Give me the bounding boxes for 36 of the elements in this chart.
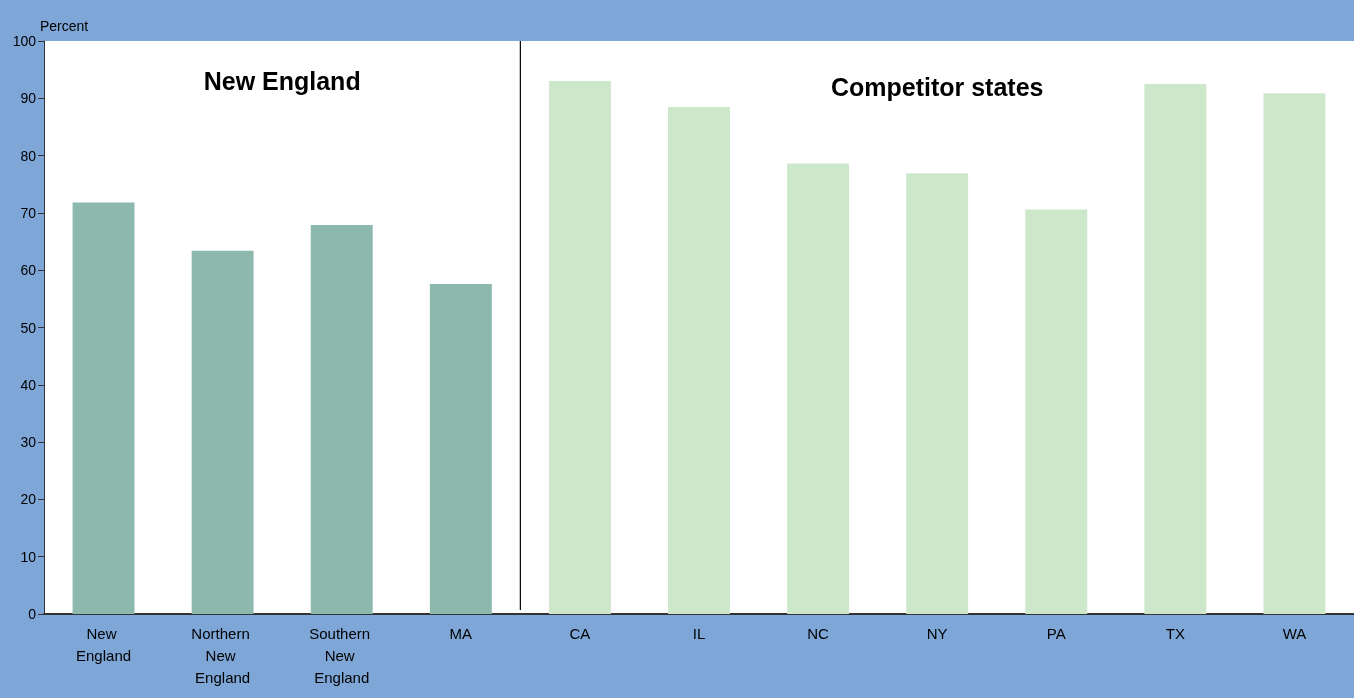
x-tick-label: Northern New England bbox=[191, 624, 254, 686]
y-tick-label: 10 bbox=[20, 548, 37, 565]
x-tick-label: PA bbox=[1046, 624, 1066, 642]
y-tick-label: 20 bbox=[20, 491, 37, 508]
y-tick-label: 100 bbox=[12, 33, 37, 49]
x-tick-label: CA bbox=[569, 624, 591, 642]
x-tick-label: Southern New England bbox=[309, 624, 375, 686]
y-tick-label: 90 bbox=[20, 90, 37, 107]
x-tick-label: TX bbox=[1165, 624, 1185, 642]
annotation: New England bbox=[203, 67, 361, 95]
bar bbox=[1263, 93, 1326, 614]
y-tick-label: 0 bbox=[28, 606, 37, 622]
x-tick-label: MA bbox=[449, 624, 473, 642]
annotation: Competitor states bbox=[830, 73, 1044, 101]
bar bbox=[668, 106, 730, 614]
x-tick-label: NY bbox=[926, 624, 948, 642]
x-tick-label: New England bbox=[76, 624, 132, 664]
x-tick-label: IL bbox=[692, 624, 706, 642]
bar bbox=[1144, 83, 1207, 614]
bar bbox=[1025, 209, 1088, 614]
bar bbox=[310, 224, 373, 614]
bar bbox=[548, 81, 611, 614]
y-tick-label: 50 bbox=[20, 319, 37, 336]
bar bbox=[429, 283, 492, 614]
y-tick-label: 80 bbox=[20, 147, 37, 164]
y-axis-title: Percent bbox=[40, 18, 89, 34]
bar bbox=[787, 163, 850, 614]
y-tick-label: 70 bbox=[20, 204, 37, 221]
x-tick-label: WA bbox=[1282, 624, 1307, 642]
bar bbox=[72, 202, 135, 614]
bar bbox=[906, 173, 969, 614]
y-tick-label: 40 bbox=[20, 376, 37, 393]
y-tick-label: 30 bbox=[20, 434, 37, 451]
x-tick-label: NC bbox=[807, 624, 830, 642]
y-tick-label: 60 bbox=[20, 262, 37, 279]
bar bbox=[191, 250, 254, 614]
